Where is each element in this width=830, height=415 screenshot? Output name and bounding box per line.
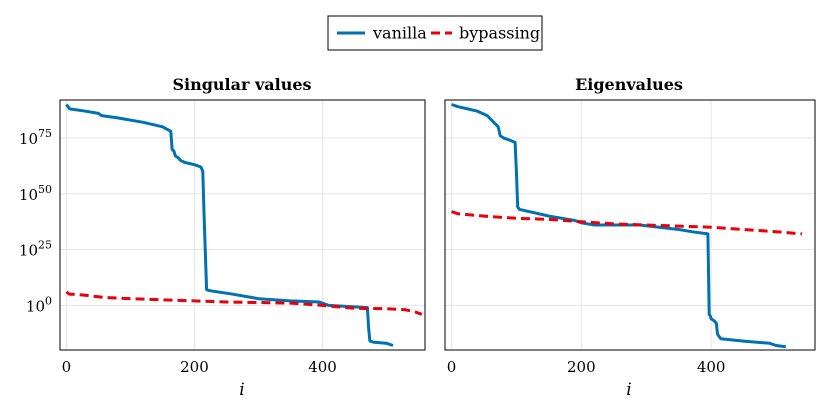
x-axis-label: i	[239, 380, 244, 400]
y-tick-label: 1050	[19, 183, 52, 204]
plot-frame	[444, 99, 816, 351]
y-tick-labels: 100 1025 1050 1075	[19, 127, 52, 315]
x-tick-labels: 0 200 400	[62, 358, 337, 376]
x-tick-label: 200	[567, 358, 596, 376]
y-tick-label: 1025	[19, 239, 52, 260]
series-group	[451, 103, 803, 349]
grid-lines	[60, 100, 425, 350]
legend-label-bypassing: bypassing	[459, 24, 540, 43]
series-line-bypassing	[451, 210, 803, 236]
x-tick-label: 0	[447, 358, 457, 376]
x-tick-label: 0	[62, 358, 72, 376]
chart-singular-values: Singular values 0 200 400 100102510501075 …	[19, 75, 426, 400]
y-tick-label: 100	[26, 294, 52, 315]
x-axis-label: i	[626, 380, 631, 400]
series-group	[65, 103, 423, 347]
x-tick-label: 400	[697, 358, 726, 376]
y-tick-label: 1075	[19, 127, 52, 148]
x-tick-label: 200	[180, 358, 209, 376]
chart-title-singular-values: Singular values	[172, 75, 311, 94]
chart-eigenvalues: Eigenvalues 0 200 400 i	[444, 75, 816, 400]
legend-label-vanilla: vanilla	[372, 24, 427, 43]
series-line-vanilla	[451, 103, 786, 349]
plot-frame	[59, 99, 426, 351]
chart-title-eigenvalues: Eigenvalues	[575, 75, 683, 94]
series-line-vanilla	[65, 103, 394, 347]
x-tick-label: 400	[308, 358, 337, 376]
series-line-bypassing	[65, 290, 423, 316]
x-tick-labels: 0 200 400	[447, 358, 726, 376]
legend: vanilla bypassing	[327, 15, 543, 51]
